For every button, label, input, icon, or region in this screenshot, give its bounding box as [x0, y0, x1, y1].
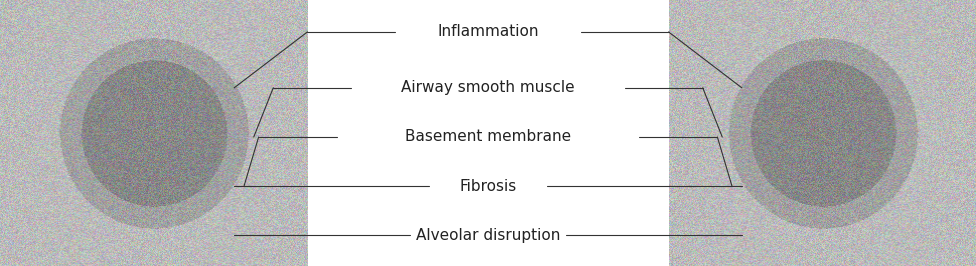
Text: Fibrosis: Fibrosis [460, 179, 516, 194]
Text: Inflammation: Inflammation [437, 24, 539, 39]
Text: Airway smooth muscle: Airway smooth muscle [401, 80, 575, 95]
Text: Basement membrane: Basement membrane [405, 130, 571, 144]
Text: Alveolar disruption: Alveolar disruption [416, 228, 560, 243]
